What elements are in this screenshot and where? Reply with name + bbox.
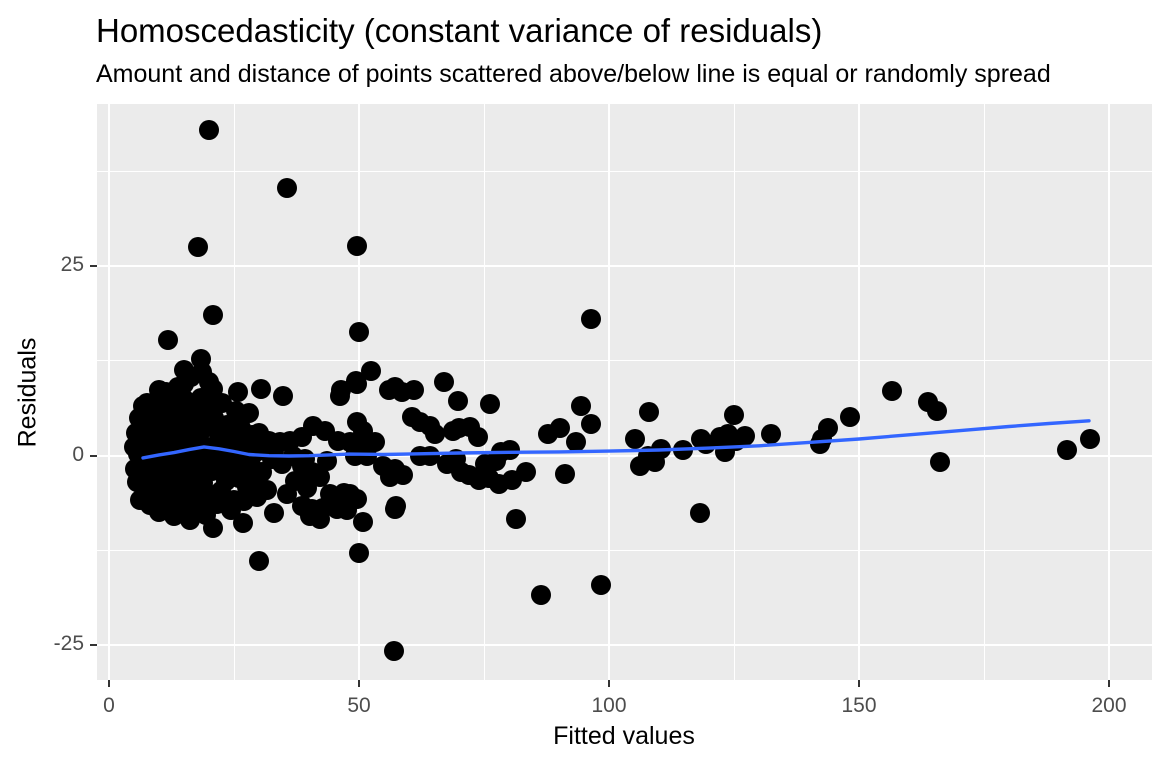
- data-point: [310, 466, 330, 487]
- y-axis-tick-label: 0: [72, 442, 84, 466]
- gridline-x-minor: [983, 104, 985, 680]
- data-point: [571, 395, 591, 416]
- data-point: [313, 497, 333, 518]
- gridline-x-minor: [483, 104, 485, 680]
- gridline-x-major: [608, 104, 610, 680]
- data-point: [349, 542, 369, 563]
- data-point: [188, 237, 208, 258]
- data-point: [386, 495, 406, 516]
- data-point: [203, 304, 223, 325]
- data-point: [927, 400, 947, 421]
- x-axis-title: Fitted values: [553, 722, 695, 750]
- x-axis-tick-mark: [608, 680, 610, 687]
- data-point: [591, 575, 611, 596]
- data-point: [264, 503, 284, 524]
- y-axis-tick-mark: [90, 644, 97, 647]
- data-point: [735, 425, 755, 446]
- data-point: [480, 394, 500, 415]
- gridline-y-minor: [97, 549, 1152, 551]
- data-point: [385, 377, 405, 398]
- data-point: [347, 236, 367, 257]
- x-axis-tick-label: 50: [347, 694, 371, 717]
- data-point: [199, 119, 219, 140]
- data-point: [393, 465, 413, 486]
- x-axis-tick-mark: [858, 680, 860, 687]
- data-point: [645, 451, 665, 472]
- data-point: [273, 385, 293, 406]
- data-point: [724, 405, 744, 426]
- data-point: [384, 641, 404, 662]
- gridline-x-minor: [733, 104, 735, 680]
- data-point: [334, 482, 354, 503]
- data-point: [337, 500, 357, 521]
- data-point: [349, 322, 369, 343]
- data-point: [276, 178, 297, 199]
- data-point: [158, 329, 178, 350]
- data-point: [881, 381, 902, 402]
- data-point: [581, 309, 601, 330]
- data-point: [330, 385, 350, 406]
- data-point: [404, 379, 424, 400]
- data-point: [581, 413, 601, 434]
- data-point: [500, 440, 520, 461]
- y-axis-tick-mark: [90, 265, 97, 268]
- data-point: [810, 433, 830, 454]
- data-point: [249, 551, 269, 571]
- gridline-y-major: [97, 644, 1152, 647]
- smooth-line: [141, 419, 1091, 460]
- data-point: [639, 401, 659, 422]
- data-point: [420, 445, 440, 466]
- gridline-x-major: [1108, 104, 1110, 680]
- data-point: [625, 428, 645, 449]
- x-axis-tick-mark: [108, 680, 110, 687]
- data-point: [353, 511, 373, 532]
- gridline-x-major: [858, 104, 860, 680]
- y-axis-tick-label: -25: [53, 632, 84, 656]
- data-point: [448, 391, 468, 412]
- data-point: [516, 461, 536, 482]
- data-point: [251, 378, 271, 399]
- x-axis-tick-label: 0: [103, 694, 115, 717]
- y-axis-tick-label: 25: [60, 253, 84, 277]
- x-axis-tick-label: 150: [841, 694, 877, 717]
- data-point: [506, 508, 526, 529]
- data-point: [174, 373, 194, 394]
- gridline-y-minor: [97, 360, 1152, 362]
- x-axis-tick-mark: [1108, 680, 1110, 687]
- plot-title: Homoscedasticity (constant variance of r…: [96, 12, 823, 49]
- data-point: [233, 513, 253, 534]
- y-axis-title: Residuals: [13, 337, 42, 448]
- x-axis-tick-label: 100: [591, 694, 627, 717]
- data-point: [930, 451, 950, 472]
- gridline-y-major: [97, 454, 1152, 457]
- data-point: [239, 403, 259, 424]
- data-point: [1080, 428, 1100, 449]
- data-point: [228, 382, 248, 402]
- data-point: [550, 418, 570, 439]
- data-point: [347, 373, 367, 394]
- data-point: [761, 423, 781, 444]
- data-point: [361, 360, 381, 381]
- x-axis-tick-mark: [358, 680, 360, 687]
- plot-subtitle: Amount and distance of points scattered …: [96, 60, 1051, 88]
- data-point: [690, 503, 710, 524]
- data-point: [468, 426, 488, 447]
- y-axis-tick-mark: [90, 454, 97, 457]
- data-point: [277, 483, 297, 504]
- data-point: [566, 432, 586, 453]
- data-point: [555, 463, 575, 484]
- gridline-y-minor: [97, 170, 1152, 172]
- data-point: [425, 423, 445, 444]
- data-point: [531, 585, 551, 606]
- data-point: [293, 495, 313, 516]
- data-point: [256, 479, 277, 500]
- gridline-y-major: [97, 265, 1152, 268]
- data-point: [434, 372, 454, 393]
- data-point: [840, 407, 860, 427]
- plot-panel: [97, 104, 1152, 680]
- data-point: [1057, 440, 1077, 461]
- x-axis-tick-label: 200: [1091, 694, 1127, 717]
- gridline-x-major: [108, 104, 110, 680]
